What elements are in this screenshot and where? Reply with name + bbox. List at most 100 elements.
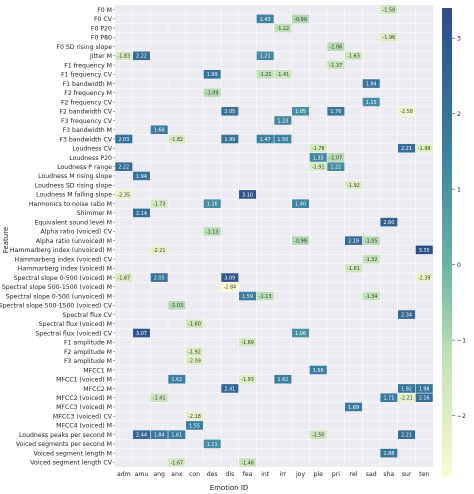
heatmap-cell — [168, 430, 186, 439]
cell-value-label: 1.21 — [330, 165, 341, 171]
heatmap-cell — [168, 374, 186, 384]
cell-value-label: -1.83 — [118, 54, 131, 60]
cell-value-label: -1.37 — [330, 63, 343, 69]
heatmap-cell — [185, 356, 204, 366]
heatmap-cell — [415, 384, 433, 393]
heatmap-cell — [380, 33, 398, 42]
heatmap-cell — [398, 106, 416, 116]
heatmap-cell — [362, 236, 380, 245]
feature-tick-label: Loudness M rising slope — [38, 173, 112, 180]
feature-tick-label: Loudness CV — [72, 146, 112, 153]
heatmap-cell — [203, 69, 221, 79]
cell-value-label: 2.34 — [401, 312, 412, 318]
emotion-tick-label: ten — [419, 471, 429, 478]
heatmap-cell — [292, 236, 310, 245]
cell-value-label: -1.46 — [241, 460, 254, 466]
heatmap-cell — [132, 51, 151, 61]
heatmap-cell — [115, 51, 133, 61]
heatmap-cell — [256, 69, 274, 79]
heatmap-cell — [150, 245, 168, 255]
cell-value-label: 1.76 — [330, 109, 341, 115]
heatmap-cell — [309, 153, 327, 162]
cell-value-label: 2.41 — [224, 386, 235, 392]
heatmap-cell — [238, 337, 257, 347]
heatmap-cell — [380, 217, 398, 227]
cell-value-label: -1.69 — [241, 340, 254, 346]
cell-value-label: 2.60 — [383, 220, 394, 226]
cell-value-label: -1.82 — [171, 137, 184, 143]
cell-value-label: -1.58 — [383, 8, 396, 14]
heatmap-cell — [327, 162, 345, 172]
feature-tick-label: MFCC3 (voiced) M — [56, 404, 112, 411]
emotion-tick-label: joy — [295, 471, 306, 478]
heatmap-cell — [327, 153, 345, 162]
cell-value-label: -1.92 — [188, 349, 201, 355]
feature-tick-label: Spectral flux (voiced) CV — [35, 330, 112, 337]
cell-value-label: 2.19 — [348, 239, 359, 245]
feature-tick-label: Hammarberg index (voiced) M — [18, 266, 112, 273]
colorbar-ticks: 3 2 1 0 −1 −2 — [452, 35, 466, 420]
cell-value-label: 1.55 — [189, 423, 200, 429]
heatmap-grid — [115, 5, 434, 467]
feature-tick-label: MFCC4 (voiced) M — [56, 423, 112, 430]
feature-tick-label: Loudness P20 — [69, 155, 112, 162]
heatmap-cell — [415, 143, 433, 153]
heatmap-cell — [309, 365, 327, 375]
cell-value-label: 1.35 — [313, 155, 324, 161]
cell-value-label: -1.21 — [259, 72, 272, 78]
feature-tick-label: Spectral slope 500-1500 (voiced) M — [2, 284, 112, 291]
feature-tick-label: MFCC2 (voiced) M — [56, 395, 112, 402]
cell-value-label: -1.09 — [206, 91, 219, 97]
feature-tick-label: F0 M — [97, 7, 112, 14]
cell-value-label: -0.99 — [294, 239, 307, 245]
heatmap-cell — [203, 88, 221, 98]
cell-value-label: 1.99 — [207, 72, 218, 78]
cell-value-label: 1.23 — [277, 118, 288, 124]
heatmap-cell — [362, 291, 380, 301]
feature-tick-label: Jitter M — [89, 53, 112, 60]
heatmap-cell — [221, 384, 239, 393]
cell-value-label: 1.61 — [171, 433, 182, 439]
heatmap-cell — [185, 347, 204, 356]
x-axis-title: Emotion ID — [210, 484, 249, 492]
cell-value-label: -1.41 — [277, 72, 290, 78]
heatmap-cell — [132, 430, 151, 439]
heatmap-cell — [221, 134, 239, 144]
feature-tick-label: F3 bandwidth M — [63, 127, 112, 134]
feature-tick-label: F0 CV — [94, 16, 113, 23]
heatmap-cell — [292, 106, 310, 116]
feature-tick-label: Spectral slope 0-500 (voiced) M — [14, 275, 112, 282]
emotion-tick-label: adm — [117, 471, 131, 478]
heatmap-cell — [380, 5, 398, 14]
feature-tick-label: F1 amplitude M — [64, 340, 112, 347]
cell-value-label: -2.58 — [400, 109, 413, 115]
heatmap-cell — [309, 143, 327, 153]
cell-value-label: -2.21 — [400, 396, 413, 402]
cell-value-label: -1.73 — [153, 202, 166, 208]
cell-value-label: 1.21 — [260, 54, 271, 60]
heatmap-cell — [256, 14, 274, 24]
cell-value-label: -1.91 — [312, 165, 325, 171]
cell-value-label: -0.99 — [294, 17, 307, 23]
heatmap-cell — [398, 393, 416, 403]
heatmap-cell — [327, 106, 345, 116]
feature-tick-label: Alpha ratio (unvoiced) M — [36, 238, 112, 245]
cell-value-label: 1.69 — [348, 405, 359, 411]
cell-value-label: 1.84 — [154, 433, 165, 439]
feature-tick-label: MFCC3 (voiced) CV — [53, 413, 113, 420]
colorbar-tick-label: 2 — [457, 111, 461, 118]
cell-value-label: 1.94 — [366, 81, 377, 87]
heatmap-cell — [327, 60, 345, 70]
cell-value-label: -1.50 — [312, 433, 325, 439]
heatmap-cell — [185, 421, 204, 430]
feature-tick-label: MFCC2 M — [83, 386, 112, 393]
cell-value-label: -1.63 — [347, 54, 360, 60]
cell-value-label: -2.18 — [188, 414, 201, 420]
cell-value-label: 2.16 — [419, 396, 430, 402]
heatmap-cell — [292, 199, 310, 208]
heatmap-cell — [168, 134, 186, 144]
feature-tick-label: Spectral flux (voiced) M — [39, 321, 112, 328]
cell-value-label: 1.05 — [295, 109, 306, 115]
heatmap-cell — [274, 23, 292, 33]
